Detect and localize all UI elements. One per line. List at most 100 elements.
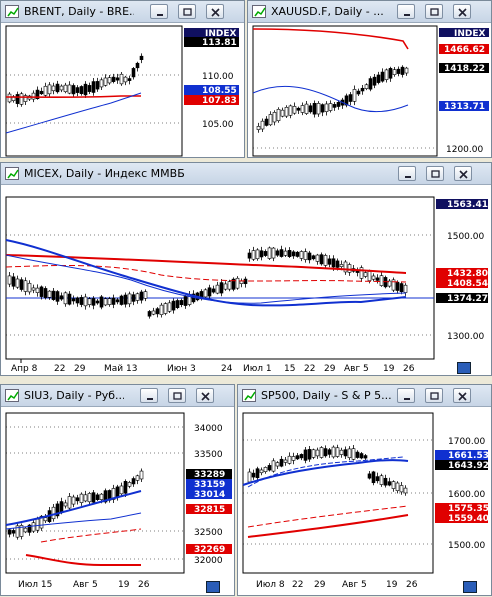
candle-body [343, 261, 348, 273]
candle-body [336, 102, 341, 107]
candle-body [51, 290, 56, 300]
candle-body [87, 493, 92, 503]
candle-body [59, 85, 64, 91]
x-tick-label: 29 [74, 364, 86, 374]
candle-body [79, 297, 84, 305]
ma-red-tag: 1408.54 [447, 279, 488, 289]
y-tick-label: 1700.00 [448, 437, 485, 447]
candle-body [11, 276, 16, 287]
maximize-button[interactable] [178, 4, 196, 19]
candle-body [271, 247, 276, 259]
price-tag: 1374.27 [447, 294, 488, 304]
candle-body [355, 451, 360, 458]
candle-body [404, 67, 409, 74]
candle-body [151, 310, 156, 315]
candle-body [123, 481, 128, 494]
candle-body [131, 478, 136, 485]
index-tag: INDEX [454, 29, 485, 39]
candle-body [55, 83, 60, 93]
x-tick-label: Июл 8 [256, 580, 285, 590]
grid [6, 74, 182, 124]
micex-chart[interactable]: 1500.00 1300.00 1563.41 1432.80 1408.54 … [1, 185, 492, 377]
sp500-window[interactable]: SP500, Daily - S & P 5... 1700.00 1600.0… [237, 384, 492, 596]
brent-window[interactable]: BRENT, Daily - BRE... 110.00 105.00 INDE… [0, 0, 245, 158]
minimize-button[interactable] [150, 4, 168, 19]
x-tick-label: 26 [403, 364, 415, 374]
chart-shift-icon[interactable] [206, 581, 220, 593]
price-candles [256, 65, 409, 133]
candle-body [303, 449, 308, 461]
chart-shift-icon[interactable] [463, 581, 477, 593]
candle-body [364, 84, 369, 89]
minimize-button[interactable] [398, 166, 416, 181]
x-axis: Апр 8 22 29 Май 13 Июн 3 24 Июл 1 15 22 … [11, 359, 415, 374]
candle-body [291, 456, 296, 461]
candle-body [299, 454, 304, 459]
candle-body [71, 85, 76, 95]
minimize-button[interactable] [140, 388, 158, 403]
x-tick-label: 24 [221, 364, 233, 374]
close-button[interactable] [453, 388, 471, 403]
candle-body [127, 78, 132, 81]
candle-body [376, 74, 381, 83]
candle-body [271, 460, 276, 472]
maximize-button[interactable] [426, 166, 444, 181]
brent-chart[interactable]: 110.00 105.00 INDEX 113.81 108.55 107.83 [1, 23, 246, 159]
minimize-button[interactable] [397, 4, 415, 19]
candle-body [71, 496, 76, 505]
close-button[interactable] [196, 388, 214, 403]
micex-titlebar[interactable]: MICEX, Daily - Индекс ММВБ [1, 163, 491, 185]
chart-window-icon [252, 5, 266, 18]
x-tick-label: 22 [304, 364, 315, 374]
candle-body [260, 120, 265, 130]
candle-body [91, 81, 96, 93]
ma-blue-tag: 33159 [194, 480, 225, 490]
close-button[interactable] [206, 4, 224, 19]
candle-body [391, 481, 396, 489]
sp500-chart[interactable]: 1700.00 1600.00 1500.00 1661.53 1643.92 … [238, 407, 492, 597]
maximize-button[interactable] [168, 388, 186, 403]
minimize-button[interactable] [397, 388, 415, 403]
candle-body [31, 287, 36, 291]
close-button[interactable] [454, 166, 472, 181]
ma-red-line [25, 554, 141, 566]
candle-body [163, 303, 168, 314]
maximize-button[interactable] [425, 388, 443, 403]
candle-body [15, 525, 20, 538]
gold-window[interactable]: XAUUSD.F, Daily - ... 1200.00 INDEX 1466… [247, 0, 492, 158]
candle-body [263, 251, 268, 256]
gold-titlebar[interactable]: XAUUSD.F, Daily - ... [248, 1, 491, 23]
gold-chart[interactable]: 1200.00 INDEX 1466.62 1418.22 1313.71 [248, 23, 492, 159]
candle-body [23, 95, 28, 102]
candle-body [267, 247, 272, 259]
candle-body [183, 296, 188, 306]
brent-titlebar[interactable]: BRENT, Daily - BRE... [1, 1, 244, 23]
candle-body [95, 494, 100, 500]
siu3-window[interactable]: SIU3, Daily - Руб... 34000 33500 32500 3… [0, 384, 235, 596]
ma-blue-thin-line [5, 512, 142, 530]
maximize-button[interactable] [425, 4, 443, 19]
candle-body [215, 284, 220, 294]
ma-blue-tag: 108.55 [202, 86, 237, 96]
siu3-titlebar[interactable]: SIU3, Daily - Руб... [1, 385, 234, 407]
candle-body [111, 488, 116, 500]
candle-body [7, 275, 12, 285]
candle-body [79, 86, 84, 94]
siu3-chart[interactable]: 34000 33500 32500 32000 33289 33159 3301… [1, 407, 236, 597]
chart-shift-icon[interactable] [457, 362, 471, 374]
y-tick-label: 1500.00 [448, 541, 485, 551]
micex-window[interactable]: MICEX, Daily - Индекс ММВБ 1500.00 1300.… [0, 162, 492, 376]
candle-body [292, 106, 297, 114]
ma-blue-line [5, 490, 142, 526]
sp500-titlebar[interactable]: SP500, Daily - S & P 5... [238, 385, 491, 407]
candle-body [83, 296, 88, 307]
close-button[interactable] [453, 4, 471, 19]
candle-body [83, 83, 88, 96]
candle-body [255, 468, 260, 479]
x-tick-label: 26 [406, 580, 418, 590]
candle-body [179, 300, 184, 306]
candle-body [367, 473, 372, 479]
candle-body [399, 283, 404, 293]
ma-blue-line [242, 458, 409, 486]
candle-body [83, 494, 88, 502]
